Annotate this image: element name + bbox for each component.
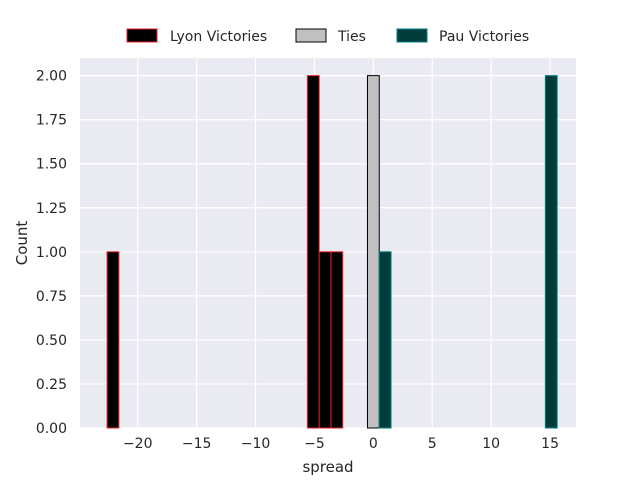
- y-tick-label: 0.00: [36, 421, 67, 437]
- y-tick-label: 1.50: [36, 157, 67, 173]
- y-tick-label: 1.00: [36, 245, 67, 261]
- legend-swatch-pau-victories: [396, 28, 428, 43]
- y-tick-label: 0.50: [36, 333, 67, 349]
- x-tick-label: 5: [428, 436, 437, 452]
- x-tick-label: −5: [304, 436, 325, 452]
- x-tick-label: −20: [123, 436, 153, 452]
- bar-lyon-victories: [106, 251, 120, 429]
- y-tick-label: 1.75: [36, 113, 67, 129]
- x-axis-label: spread: [302, 458, 353, 476]
- legend-label-ties: Ties: [337, 29, 366, 45]
- y-tick-label: 0.25: [36, 377, 67, 393]
- legend-label-pau-victories: Pau Victories: [439, 29, 529, 45]
- bar-pau-victories: [544, 75, 558, 429]
- y-tick-label: 1.25: [36, 201, 67, 217]
- bar-lyon-victories: [306, 75, 320, 429]
- y-axis-label: Count: [13, 221, 31, 266]
- y-tick-label: 2.00: [36, 69, 67, 85]
- bar-lyon-victories: [318, 251, 332, 429]
- legend-swatch-ties: [295, 28, 327, 43]
- legend-label-lyon-victories: Lyon Victories: [170, 29, 267, 45]
- y-tick-label: 0.75: [36, 289, 67, 305]
- legend: Lyon Victories Ties Pau Victories: [126, 28, 529, 45]
- bar-lyon-victories: [330, 251, 344, 429]
- x-tick-label: −15: [182, 436, 212, 452]
- bar-ties: [366, 75, 380, 429]
- bars: [106, 75, 558, 429]
- legend-swatch-lyon-victories: [126, 28, 158, 43]
- bar-pau-victories: [378, 251, 392, 429]
- x-tick-labels: −20 −15 −10 −5 0 5 10 15: [123, 436, 559, 452]
- x-tick-label: 15: [541, 436, 559, 452]
- y-tick-labels: 0.00 0.25 0.50 0.75 1.00 1.25 1.50 1.75 2.00: [36, 69, 67, 437]
- x-tick-label: −10: [241, 436, 271, 452]
- x-tick-label: 0: [369, 436, 378, 452]
- x-tick-label: 10: [482, 436, 500, 452]
